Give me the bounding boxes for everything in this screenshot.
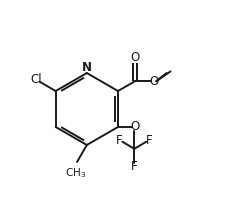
Text: O: O (148, 75, 158, 88)
Text: F: F (130, 160, 137, 173)
Text: F: F (115, 134, 122, 147)
Text: F: F (146, 134, 152, 147)
Text: N: N (81, 61, 91, 74)
Text: Cl: Cl (30, 73, 41, 86)
Text: CH$_3$: CH$_3$ (65, 166, 86, 180)
Text: O: O (130, 51, 139, 64)
Text: O: O (130, 121, 139, 133)
